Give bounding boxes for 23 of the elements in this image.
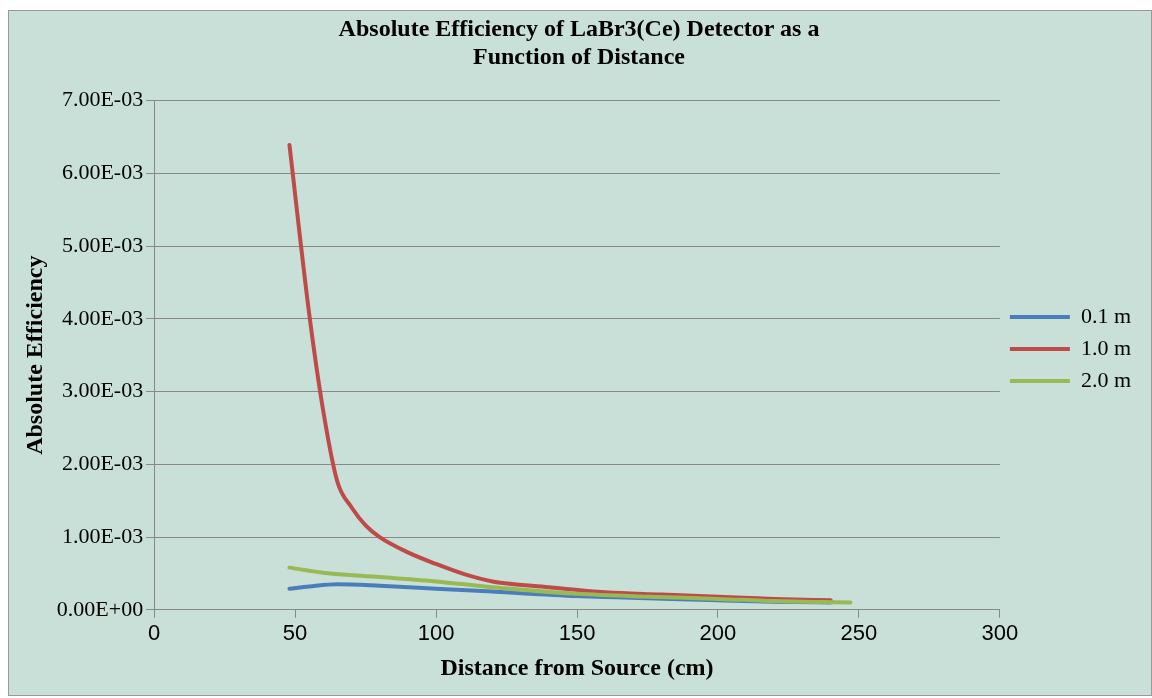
x-tick-label: 300 — [981, 620, 1019, 646]
x-tick-label: 0 — [148, 620, 161, 646]
legend-label: 0.1 m — [1080, 302, 1132, 328]
x-tick-label: 200 — [699, 620, 737, 646]
x-tick-label: 50 — [282, 620, 308, 646]
y-tick-label: 5.00E-03 — [61, 231, 144, 257]
x-tick-label: 250 — [840, 620, 878, 646]
y-tick-label: 1.00E-03 — [61, 522, 144, 548]
y-axis-title: Absolute Efficiency — [20, 255, 47, 455]
y-tick-label: 0.00E+00 — [56, 595, 144, 621]
y-tick-label: 6.00E-03 — [61, 159, 144, 185]
y-tick-label: 3.00E-03 — [61, 377, 144, 403]
x-axis-title: Distance from Source (cm) — [440, 653, 714, 680]
x-tick-label: 100 — [417, 620, 455, 646]
line-series — [287, 565, 853, 605]
chart-title: Absolute Efficiency of LaBr3(Ce) Detector as a Function of Distance — [338, 14, 820, 70]
legend-label: 2.0 m — [1080, 366, 1132, 392]
y-tick-label: 4.00E-03 — [61, 304, 144, 330]
x-tick-label: 150 — [558, 620, 596, 646]
legend-label: 1.0 m — [1080, 334, 1132, 360]
y-tick-label: 2.00E-03 — [61, 450, 144, 476]
line-series — [287, 142, 833, 603]
y-tick-label: 7.00E-03 — [61, 86, 144, 112]
